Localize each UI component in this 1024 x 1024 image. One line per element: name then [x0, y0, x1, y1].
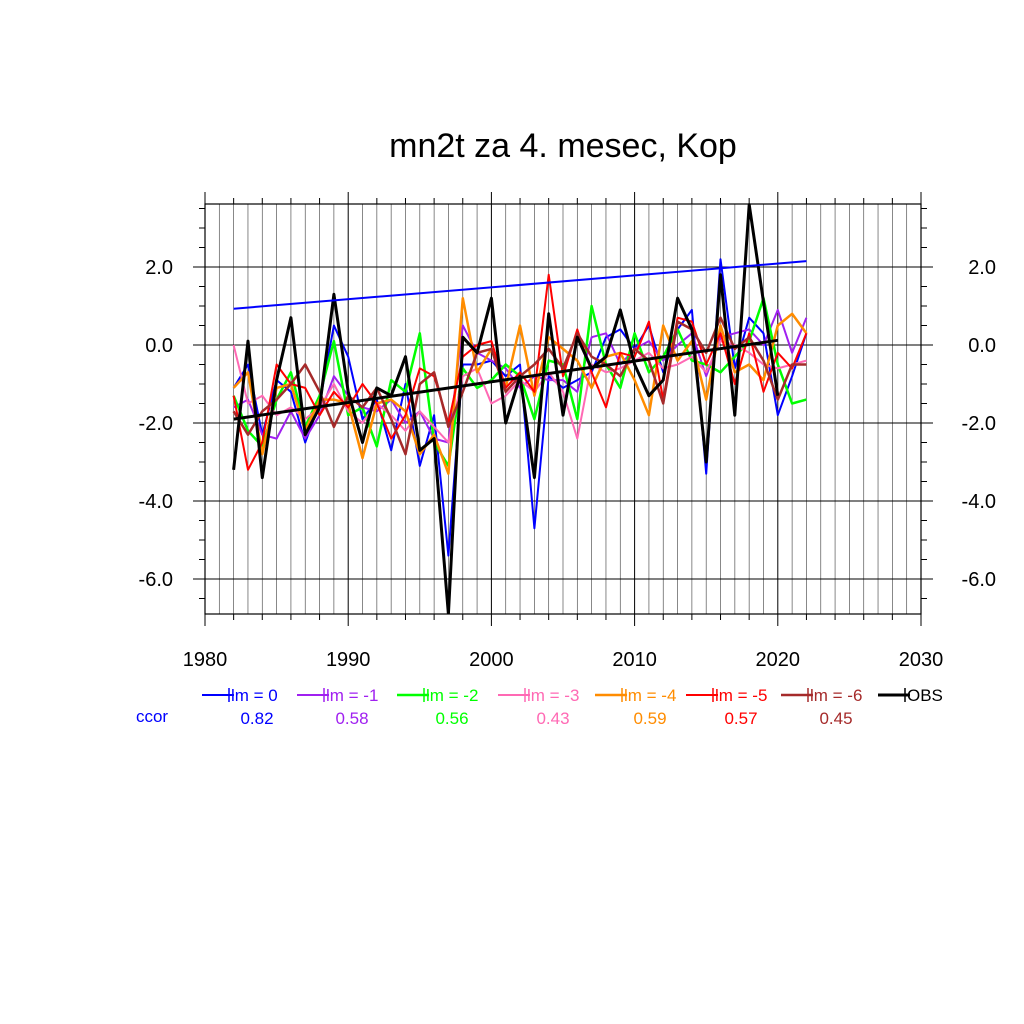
legend-label-5: lm = -5	[715, 686, 767, 705]
x-tick-label: 2020	[756, 649, 801, 671]
y-tick-label-left: -6.0	[139, 569, 173, 591]
y-tick-label-right: -2.0	[962, 413, 996, 435]
ccor-value-2: 0.56	[435, 709, 468, 728]
y-tick-label-right: 2.0	[968, 257, 996, 279]
ccor-value-6: 0.45	[819, 709, 852, 728]
axis-ticks: 1980 1990 2000 2010 2020 2030 2.0 2.0 0.0 0.0 -2.0…	[139, 192, 996, 671]
legend-label-0: lm = 0	[231, 686, 278, 705]
chart-title: mn2t za 4. mesec, Kop	[389, 127, 737, 165]
x-tick-label: 1980	[183, 649, 228, 671]
x-tick-label: 1990	[326, 649, 371, 671]
y-tick-label-right: 0.0	[968, 335, 996, 357]
legend-label-3: lm = -3	[527, 686, 579, 705]
trend-line-0	[233, 260, 807, 310]
x-tick-label: 2030	[899, 649, 944, 671]
legend-label-2: lm = -2	[426, 686, 478, 705]
grid	[205, 204, 921, 614]
x-tick-label: 2000	[469, 649, 514, 671]
x-tick-label: 2010	[612, 649, 657, 671]
y-tick-label-left: 0.0	[145, 335, 173, 357]
legend-label-6: lm = -6	[810, 686, 862, 705]
y-tick-label-left: -2.0	[139, 413, 173, 435]
y-tick-label-left: 2.0	[145, 257, 173, 279]
y-tick-label-left: -4.0	[139, 491, 173, 513]
ccor-value-3: 0.43	[536, 709, 569, 728]
legend: lm = 0 0.82 lm = -1 0.58 lm = -2 0.56 lm = -3 0…	[202, 686, 943, 728]
legend-label-1: lm = -1	[326, 686, 378, 705]
ccor-value-4: 0.59	[633, 709, 666, 728]
y-tick-label-right: -4.0	[962, 491, 996, 513]
ccor-value-1: 0.58	[335, 709, 368, 728]
plot-area	[232, 203, 808, 614]
legend-label-4: lm = -4	[624, 686, 676, 705]
ccor-label: ccor	[136, 707, 168, 726]
series-line-5	[232, 273, 808, 471]
series-line-7	[232, 203, 780, 614]
y-tick-label-right: -6.0	[962, 569, 996, 591]
ccor-value-5: 0.57	[724, 709, 757, 728]
legend-label-7: OBS	[907, 686, 943, 705]
trend-line-1	[233, 338, 779, 421]
plot-frame	[204, 203, 922, 615]
ccor-value-0: 0.82	[240, 709, 273, 728]
